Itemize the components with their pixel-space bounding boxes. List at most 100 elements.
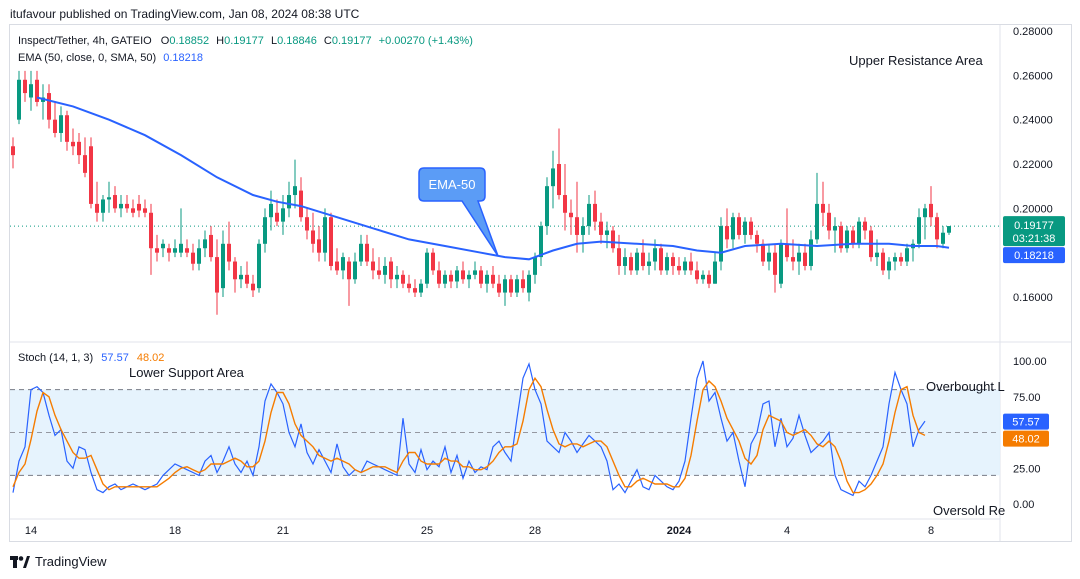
candle-body xyxy=(329,217,333,266)
candle-body xyxy=(29,84,33,98)
stoch-k-value: 57.57 xyxy=(101,352,129,364)
footer-brand[interactable]: TradingView xyxy=(10,554,107,569)
price-tick-label: 0.24000 xyxy=(1013,115,1053,127)
candle-body xyxy=(509,279,513,293)
candle-body xyxy=(611,230,615,249)
candle-body xyxy=(815,203,819,240)
stoch-d-line xyxy=(12,376,926,494)
time-tick-label: 28 xyxy=(529,525,541,537)
candle-body xyxy=(857,221,861,244)
candle-body xyxy=(731,217,735,240)
low-label: L xyxy=(270,35,278,47)
candles-group xyxy=(11,70,951,315)
close-value: 0.19177 xyxy=(331,35,372,47)
candle-body xyxy=(77,141,81,156)
candle-body xyxy=(185,248,189,253)
candle-body xyxy=(635,252,639,271)
upper-resistance-label: Upper Resistance Area xyxy=(849,53,983,68)
candle-body xyxy=(647,261,651,266)
stoch-d-badge-value: 48.02 xyxy=(1012,434,1040,446)
candle-body xyxy=(53,119,57,133)
candle-body xyxy=(377,270,381,275)
candle-body xyxy=(797,252,801,262)
time-tick-label: 21 xyxy=(277,525,289,537)
candle-body xyxy=(569,212,573,218)
ema-legend[interactable]: EMA (50, close, 0, SMA, 50) 0.18218 xyxy=(18,52,203,64)
candle-body xyxy=(401,274,405,284)
candle-body xyxy=(437,270,441,284)
symbol-legend: Inspect/Tether, 4h, GATEIO O0.18852 H0.1… xyxy=(18,35,473,47)
candle-body xyxy=(119,203,123,209)
candle-body xyxy=(863,221,867,231)
candle-body xyxy=(311,230,315,244)
ema-callout-text: EMA-50 xyxy=(429,177,476,192)
candle-body xyxy=(155,248,159,253)
lower-support-label: Lower Support Area xyxy=(129,365,245,380)
time-tick-label: 18 xyxy=(169,525,181,537)
last-price-badge: 0.19177 03:21:38 xyxy=(1003,216,1065,247)
candle-body xyxy=(17,79,21,120)
candle-body xyxy=(743,221,747,235)
candle-body xyxy=(659,248,663,271)
low-value: 0.18846 xyxy=(277,35,317,47)
candle-body xyxy=(407,283,411,289)
candle-body xyxy=(575,217,579,235)
candle-body xyxy=(143,208,147,213)
candle-body xyxy=(809,239,813,266)
ema-badge-value: 0.18218 xyxy=(1014,250,1054,262)
candle-body xyxy=(455,270,459,282)
candle-body xyxy=(755,234,759,244)
candle-body xyxy=(317,239,321,253)
last-price-badge-value: 0.19177 xyxy=(1014,220,1054,232)
candle-body xyxy=(419,283,423,293)
candle-body xyxy=(275,212,279,222)
candle-body xyxy=(545,186,549,227)
ema-callout-bubble xyxy=(418,167,499,257)
candle-body xyxy=(347,261,351,280)
candle-body xyxy=(917,217,921,244)
candle-body xyxy=(773,252,777,275)
candle-body xyxy=(761,243,765,262)
candle-body xyxy=(671,257,675,266)
time-axis-ticks: 14 18 21 25 28 2024 4 8 xyxy=(25,525,934,537)
time-tick-label: 14 xyxy=(25,525,37,537)
candle-body xyxy=(551,168,555,187)
candle-body xyxy=(125,203,129,209)
candle-body xyxy=(293,186,297,196)
candle-body xyxy=(257,243,261,289)
candle-body xyxy=(695,270,699,280)
candle-body xyxy=(557,164,561,196)
candle-body xyxy=(23,79,27,94)
candle-body xyxy=(431,252,435,271)
candle-body xyxy=(299,190,303,218)
candle-body xyxy=(935,217,939,240)
candle-body xyxy=(677,265,681,271)
candle-body xyxy=(389,261,393,280)
candle-body xyxy=(749,221,753,235)
candle-body xyxy=(587,203,591,227)
candle-body xyxy=(827,212,831,231)
candle-body xyxy=(485,274,489,284)
candle-body xyxy=(833,226,837,231)
last-price-badge-bg xyxy=(1003,216,1065,247)
high-label: H xyxy=(216,35,225,47)
candle-body xyxy=(149,212,153,249)
time-tick-label: 25 xyxy=(421,525,433,537)
stoch-legend[interactable]: Stoch (14, 1, 3) 57.57 48.02 xyxy=(18,352,164,364)
candle-body xyxy=(725,226,729,240)
candle-body xyxy=(473,270,477,275)
candle-body xyxy=(227,243,231,262)
candle-body xyxy=(707,274,711,284)
candle-body xyxy=(527,274,531,293)
candle-body xyxy=(209,234,213,258)
candle-body xyxy=(581,226,585,235)
high-value: 0.19177 xyxy=(224,35,264,47)
change-value: +0.00270 (+1.43%) xyxy=(378,35,473,47)
candle-body xyxy=(929,203,933,218)
candle-body xyxy=(137,203,141,211)
candle-body xyxy=(113,195,117,209)
candle-body xyxy=(653,248,657,262)
ema-value: 0.18218 xyxy=(163,52,203,64)
candle-body xyxy=(245,274,249,284)
